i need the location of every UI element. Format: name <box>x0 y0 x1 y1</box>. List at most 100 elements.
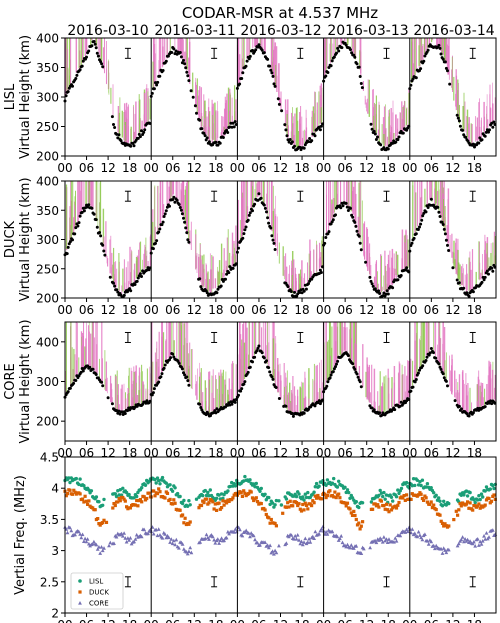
series-point-duck <box>183 516 187 520</box>
series-point-lisl <box>399 486 404 491</box>
height-dot <box>77 221 81 225</box>
x-tick-label: 18 <box>294 303 309 317</box>
height-dot <box>221 136 225 139</box>
series-point-lisl <box>297 492 301 496</box>
series-point-lisl <box>78 477 82 481</box>
legend-label-duck: DUCK <box>89 589 109 597</box>
series-point-lisl <box>413 483 417 488</box>
height-dot <box>96 54 100 58</box>
height-dot <box>349 206 352 210</box>
height-dot <box>374 138 378 141</box>
series-point-core <box>160 536 165 540</box>
height-dot <box>268 370 272 374</box>
series-point-duck <box>334 496 338 500</box>
height-dot <box>369 279 373 283</box>
series-point-duck <box>207 501 211 505</box>
height-dot <box>471 290 475 294</box>
series-point-duck <box>310 504 314 508</box>
x-tick-label: 18 <box>122 303 137 317</box>
height-dot <box>318 268 322 272</box>
height-dot <box>173 200 177 204</box>
height-dot <box>372 408 376 412</box>
height-dot <box>327 66 331 69</box>
height-dot <box>71 84 74 88</box>
legend: LISL DUCK CORE <box>70 572 124 610</box>
height-dot <box>360 86 364 90</box>
height-dot <box>319 124 323 128</box>
height-dot <box>437 362 441 366</box>
height-dot <box>227 271 231 275</box>
series-point-core <box>477 543 481 547</box>
series-point-duck <box>213 502 217 506</box>
series-point-duck <box>304 503 309 507</box>
height-dot <box>163 363 167 367</box>
height-dot <box>268 64 272 68</box>
height-dot <box>152 87 156 91</box>
height-dot <box>467 294 471 298</box>
height-dot <box>334 213 337 217</box>
height-dot <box>341 204 345 208</box>
series-point-duck <box>123 499 127 503</box>
series-point-core <box>169 537 174 541</box>
series-point-core <box>82 539 86 543</box>
series-point-duck <box>242 489 246 493</box>
series-point-core <box>374 540 379 545</box>
height-dot <box>270 375 274 379</box>
height-dot <box>267 366 271 370</box>
height-dot <box>123 412 127 415</box>
height-dot <box>324 74 328 78</box>
series-point-duck <box>458 502 462 506</box>
height-dot <box>87 203 91 207</box>
height-dot <box>93 42 97 46</box>
series-point-core <box>132 539 136 544</box>
height-dot <box>78 214 82 218</box>
series-point-core <box>218 538 223 542</box>
height-dot <box>113 284 117 288</box>
height-dot <box>241 236 245 240</box>
x-tick-label: 06 <box>338 161 353 175</box>
series-point-lisl <box>248 478 252 482</box>
series-point-lisl <box>132 496 136 500</box>
height-dot <box>101 65 105 69</box>
y-tick-label: 200 <box>36 292 59 306</box>
height-dot <box>308 137 312 140</box>
y-axis-label: DUCK Virtual Height (km) <box>3 177 33 301</box>
series-point-duck <box>281 511 285 515</box>
series-point-core <box>76 529 81 534</box>
series-point-duck <box>202 501 206 505</box>
series-point-duck <box>84 499 88 503</box>
height-dot <box>399 274 403 277</box>
series-point-duck <box>68 488 72 492</box>
series-point-duck <box>117 496 121 501</box>
height-dot <box>446 69 449 73</box>
height-dot <box>195 111 198 115</box>
series-point-duck <box>65 492 70 496</box>
series-point-duck <box>284 505 288 509</box>
height-dot <box>359 82 363 85</box>
series-point-lisl <box>465 494 470 498</box>
series-point-core <box>482 534 486 538</box>
series-point-lisl <box>243 474 247 479</box>
height-dot <box>251 209 254 213</box>
height-dot <box>179 55 183 59</box>
height-dot <box>133 283 137 286</box>
series-point-duck <box>388 503 392 507</box>
height-dot <box>74 379 78 382</box>
series-point-duck <box>70 492 75 496</box>
height-dot <box>99 234 103 238</box>
series-point-core <box>313 529 318 534</box>
series-point-core <box>272 552 276 556</box>
series-point-duck <box>454 509 458 513</box>
y-tick-label: 4.5 <box>40 451 59 465</box>
height-dot <box>307 140 310 144</box>
series-point-lisl <box>252 482 256 486</box>
height-dot <box>491 269 495 273</box>
series-point-lisl <box>415 478 419 482</box>
height-dot <box>441 372 445 376</box>
series-point-core <box>114 534 119 539</box>
height-dot <box>233 400 237 404</box>
height-dot <box>214 140 218 144</box>
height-dot <box>436 205 440 209</box>
error-bar <box>297 190 304 202</box>
